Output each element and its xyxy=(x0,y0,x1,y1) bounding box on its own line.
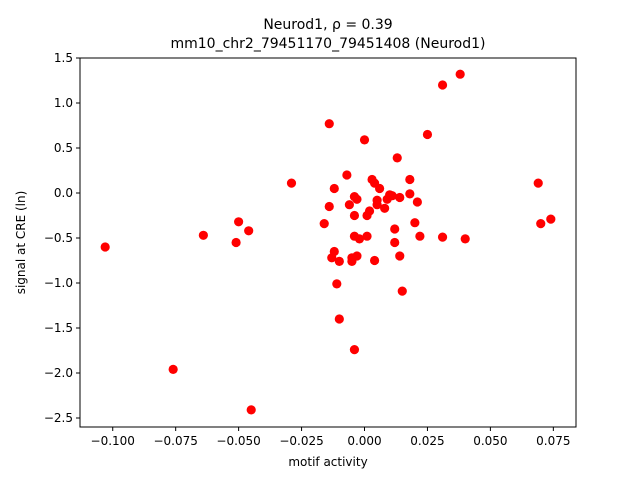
scatter-point xyxy=(324,201,334,212)
scatter-point xyxy=(352,251,362,261)
y-tick-label: 0.0 xyxy=(54,186,73,200)
scatter-point xyxy=(362,231,372,241)
scatter-point xyxy=(437,80,448,90)
y-tick-label: −2.5 xyxy=(44,411,73,425)
scatter-point xyxy=(332,279,342,289)
plot-frame xyxy=(79,57,577,428)
y-tick-label: −1.5 xyxy=(44,321,73,335)
scatter-point xyxy=(168,364,178,374)
scatter-point xyxy=(415,231,425,241)
scatter-point xyxy=(246,405,256,415)
scatter-point xyxy=(359,135,370,145)
scatter-point xyxy=(412,197,422,207)
y-axis-label: signal at CRE (ln) xyxy=(14,191,28,295)
scatter-point xyxy=(546,214,556,224)
x-tick-label: −0.075 xyxy=(153,434,197,448)
scatter-point xyxy=(533,178,543,188)
scatter-point xyxy=(352,194,362,204)
scatter-point xyxy=(395,192,405,203)
scatter-point xyxy=(354,234,365,244)
scatter-point xyxy=(437,232,448,242)
y-tick-label: 1.0 xyxy=(54,96,73,110)
x-tick-label: −0.100 xyxy=(91,434,135,448)
x-axis-label: motif activity xyxy=(288,455,367,469)
scatter-point xyxy=(244,226,254,236)
scatter-point xyxy=(231,237,241,248)
scatter-point xyxy=(100,242,110,252)
scatter-point xyxy=(387,191,397,201)
scatter-point xyxy=(349,210,360,221)
scatter-point xyxy=(460,234,470,244)
scatter-point xyxy=(405,174,415,185)
chart-title-line2: mm10_chr2_79451170_79451408 (Neurod1) xyxy=(171,36,486,52)
scatter-point xyxy=(405,189,415,199)
scatter-point xyxy=(395,251,405,261)
x-tick-label: 0.025 xyxy=(410,434,444,448)
scatter-point xyxy=(319,219,329,229)
scatter-point xyxy=(422,129,433,140)
scatter-point xyxy=(364,206,375,216)
scatter-point xyxy=(234,217,244,227)
scatter-point xyxy=(344,200,354,210)
y-tick-label: 1.5 xyxy=(54,51,73,65)
scatter-point xyxy=(536,219,546,229)
scatter-point xyxy=(349,345,360,355)
ticks-layer: −0.100 −0.075 −0.050 −0.025 0.000 0.025 0.050 0… xyxy=(44,51,571,448)
scatter-point xyxy=(455,69,465,79)
y-tick-label: −0.5 xyxy=(44,231,73,245)
scatter-point xyxy=(390,237,400,248)
x-tick-label: 0.075 xyxy=(536,434,570,448)
scatter-point xyxy=(198,230,208,240)
x-tick-label: 0.000 xyxy=(347,434,381,448)
x-tick-label: −0.050 xyxy=(216,434,260,448)
scatter-point xyxy=(286,178,297,188)
scatter-point xyxy=(329,183,339,194)
points-layer xyxy=(100,69,556,415)
scatter-point xyxy=(410,218,420,228)
scatter-point xyxy=(334,314,344,324)
chart-title-line1: Neurod1, ρ = 0.39 xyxy=(263,17,392,33)
y-tick-label: 0.5 xyxy=(54,141,73,155)
scatter-point xyxy=(329,246,339,257)
scatter-point xyxy=(342,170,352,180)
scatter-point xyxy=(397,286,407,296)
scatter-point xyxy=(392,153,402,163)
scatter-point xyxy=(390,224,400,234)
scatter-point xyxy=(375,183,385,194)
y-tick-label: −2.0 xyxy=(44,366,73,380)
scatter-point xyxy=(380,203,390,213)
y-tick-label: −1.0 xyxy=(44,276,73,290)
scatter-point xyxy=(334,256,344,266)
x-tick-label: −0.025 xyxy=(279,434,323,448)
x-tick-label: 0.050 xyxy=(473,434,507,448)
scatter-point xyxy=(324,119,334,129)
scatter-point xyxy=(369,255,380,266)
scatter-point xyxy=(372,200,382,210)
